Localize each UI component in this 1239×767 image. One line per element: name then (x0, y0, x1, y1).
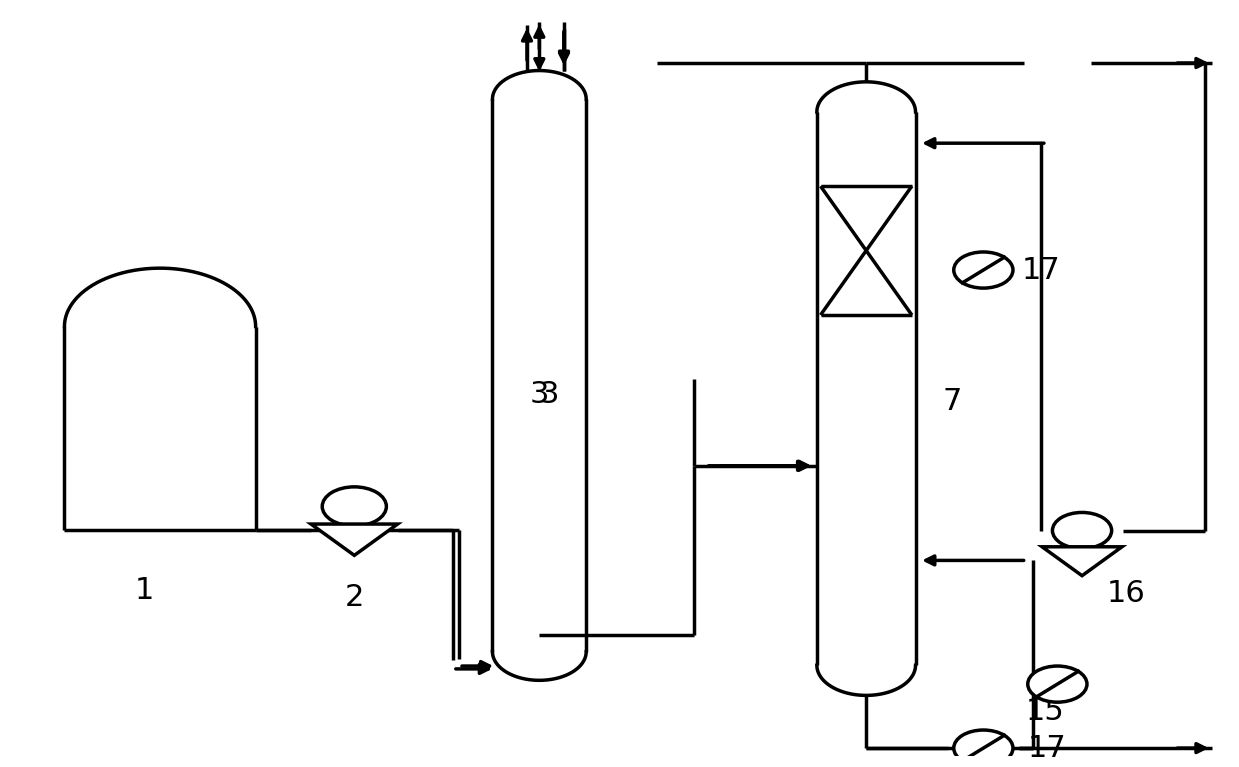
Text: 1: 1 (135, 575, 155, 604)
Text: 3: 3 (529, 380, 549, 409)
Text: 16: 16 (1106, 579, 1146, 608)
Circle shape (954, 252, 1014, 288)
Polygon shape (311, 524, 398, 555)
Text: 15: 15 (1026, 696, 1064, 726)
Circle shape (954, 730, 1014, 766)
Polygon shape (1042, 547, 1123, 576)
Text: 3: 3 (539, 380, 559, 409)
Text: 2: 2 (344, 583, 364, 612)
Circle shape (322, 487, 387, 526)
Circle shape (1052, 512, 1111, 548)
Text: 17: 17 (1028, 733, 1067, 762)
Text: 7: 7 (943, 387, 961, 416)
Text: 17: 17 (1022, 255, 1061, 285)
Circle shape (1028, 666, 1087, 702)
